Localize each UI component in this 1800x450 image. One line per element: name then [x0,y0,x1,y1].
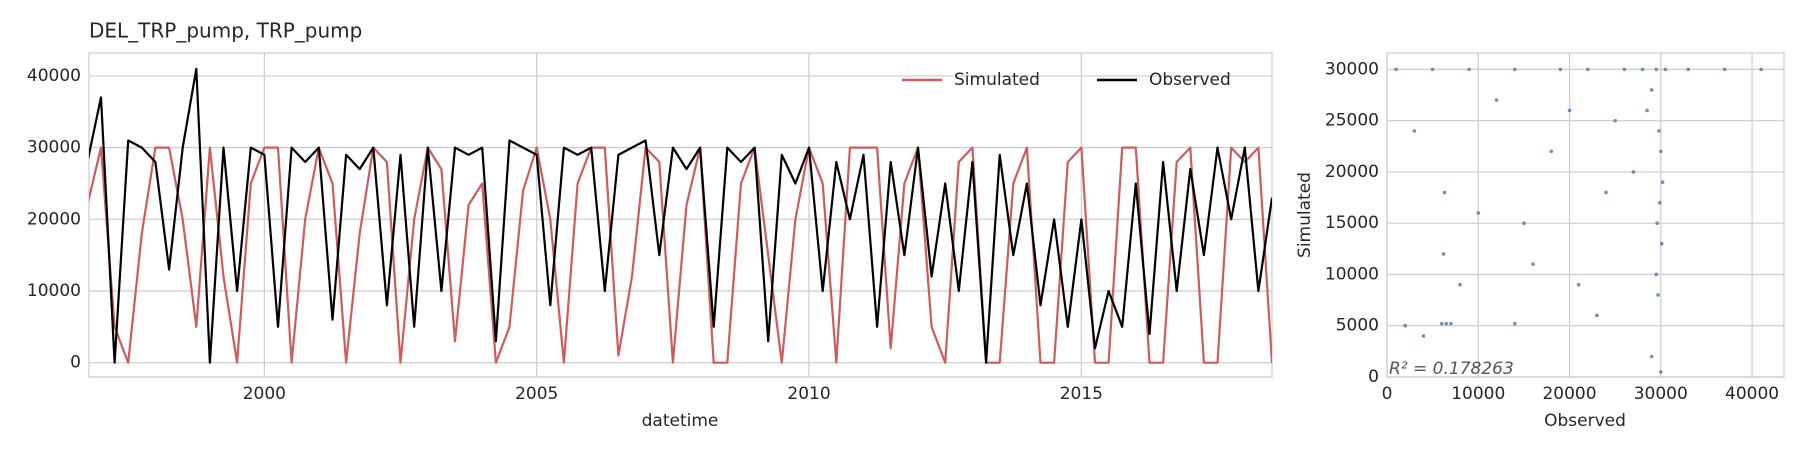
scatter-point [1656,293,1660,297]
scatter-point [1631,170,1636,174]
y-tick-label: 25000 [1325,111,1379,131]
scatter-point [1622,67,1627,72]
scatter-point [1657,129,1661,133]
scatter-point [1558,67,1563,72]
scatter-point [1467,67,1471,72]
scatter-point [1412,129,1417,133]
scatter-point [1654,272,1659,277]
scatter-point [1585,67,1590,72]
scatter-point [1595,313,1599,318]
scatter-point [1576,282,1581,287]
x-tick-label: 2010 [787,384,830,404]
scatter-point [1421,334,1426,338]
scatter-point [1476,211,1481,215]
scatter-point [1458,282,1462,287]
x-tick-label: 0 [1382,384,1393,404]
x-axis-label: Observed [1544,411,1626,431]
scatter-point [1686,67,1690,72]
legend-label: Simulated [954,70,1040,90]
series-line [89,146,1272,364]
chart-title: DEL_TRP_pump, TRP_pump [89,19,362,43]
plot-marks [1394,67,1763,374]
x-tick-label: 2000 [243,384,286,404]
scatter-point [1494,98,1499,102]
scatter-point [1649,88,1654,92]
scatter-point [1444,321,1449,326]
scatter-point [1567,108,1572,113]
annotation: R² = 0.178263 [1389,359,1514,379]
y-tick-label: 20000 [27,209,81,229]
scatter-point [1658,149,1663,154]
y-tick-label: 20000 [1325,162,1379,182]
y-tick-label: 30000 [1325,59,1379,79]
x-tick-label: 40000 [1725,384,1779,404]
scatter-point [1441,252,1446,256]
scatter-point [1663,67,1668,72]
scatter-point [1403,323,1408,328]
y-tick-label: 10000 [27,281,81,301]
scatter-point [1512,67,1517,72]
scatter-point [1654,67,1659,72]
scatter-point [1613,118,1617,123]
y-tick-label: 5000 [1336,316,1379,336]
scatter-point [1658,370,1663,374]
scatter-point [1522,221,1526,226]
x-tick-label: 2005 [515,384,558,404]
scatter-point [1645,108,1649,113]
legend-label: Observed [1149,70,1231,90]
scatter-point [1759,67,1763,72]
x-tick-label: 20000 [1542,384,1596,404]
scatter-point [1659,241,1664,246]
scatter-point [1531,262,1535,267]
y-tick-label: 40000 [27,66,81,86]
scatter-point [1658,200,1662,205]
scatter-point [1660,180,1665,184]
y-tick-label: 0 [1368,367,1379,387]
x-axis-label: datetime [642,411,719,431]
x-tick-label: 2015 [1060,384,1103,404]
series-line [89,67,1272,364]
scatter-point [1394,67,1398,72]
scatter-point [1640,67,1645,72]
scatter-point [1722,67,1727,72]
scatter-point [1604,190,1608,195]
y-tick-label: 15000 [1325,213,1379,233]
y-tick-label: 0 [70,353,81,373]
x-tick-label: 10000 [1451,384,1505,404]
scatter-point [1442,190,1447,195]
plot-area [1386,52,1785,378]
scatter-point [1430,67,1435,72]
y-tick-label: 30000 [27,138,81,158]
y-axis-label: Simulated [1295,172,1315,258]
scatter-point [1649,354,1654,359]
plot-area [88,52,1273,378]
scatter-point [1439,321,1444,326]
scatter-point [1549,149,1554,154]
y-tick-label: 10000 [1325,264,1379,284]
scatter-point [1449,321,1453,326]
plot-marks [89,67,1272,364]
x-tick-label: 30000 [1634,384,1688,404]
scatter-point [1655,221,1659,226]
scatter-point [1512,321,1517,326]
